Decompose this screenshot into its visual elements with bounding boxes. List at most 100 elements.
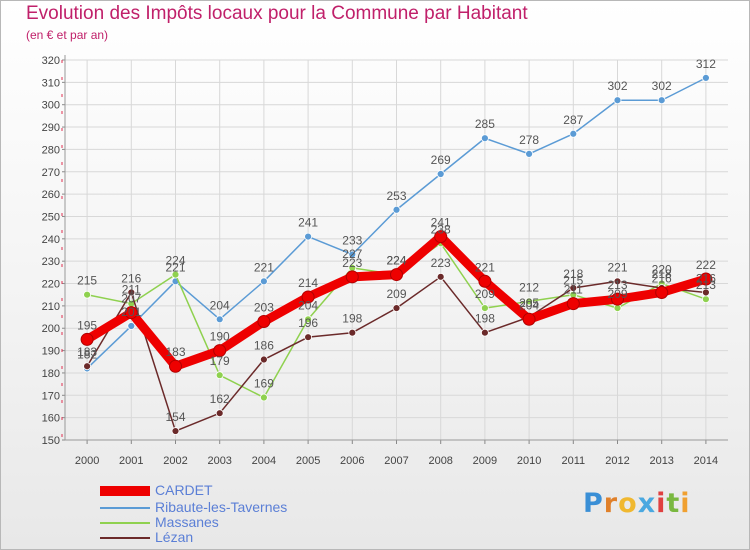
legend-swatch-cardet	[100, 486, 150, 496]
data-label-massanes: 215	[77, 274, 97, 288]
data-point-l-zan	[83, 362, 91, 371]
data-point-ribaute-les-tavernes	[613, 96, 622, 105]
legend-label-cardet: CARDET	[155, 482, 213, 498]
data-label-cardet: 213	[607, 278, 627, 292]
x-tick-label: 2011	[561, 455, 585, 467]
y-tick-label: 220	[42, 279, 60, 291]
legend-label-massanes: Massanes	[155, 514, 219, 530]
data-point-ribaute-les-tavernes	[569, 129, 578, 138]
data-label-ribaute-les-tavernes: 182	[77, 347, 97, 361]
data-label-l-zan: 162	[210, 392, 230, 406]
data-label-ribaute-les-tavernes: 302	[607, 79, 627, 93]
chart-data-labels: 182 201 221 204 221 241 233 253 269 285 278 287 302 3…	[77, 57, 716, 424]
data-point-l-zan	[259, 355, 268, 364]
data-point-cardet	[257, 315, 271, 329]
data-point-ribaute-les-tavernes	[702, 73, 710, 82]
y-tick-label: 270	[42, 167, 60, 179]
data-point-ribaute-les-tavernes	[525, 149, 533, 158]
legend-label-ribaute: Ribaute-les-Tavernes	[155, 499, 288, 515]
data-label-cardet: 190	[210, 330, 230, 344]
x-tick-label: 2000	[75, 455, 99, 467]
data-label-massanes: 209	[475, 287, 495, 301]
data-point-ribaute-les-tavernes	[127, 322, 136, 330]
data-label-cardet: 216	[652, 271, 672, 285]
data-point-massanes	[525, 297, 533, 306]
data-point-massanes	[304, 315, 313, 324]
y-tick-label: 200	[42, 323, 60, 335]
data-label-cardet: 241	[431, 216, 451, 230]
x-tick-label: 2007	[384, 455, 408, 467]
x-tick-label: 2008	[428, 455, 452, 467]
data-label-massanes: 212	[519, 280, 539, 294]
chart-subtitle: (en € et par an)	[26, 28, 109, 42]
data-label-cardet: 224	[386, 254, 406, 268]
data-label-cardet: 211	[564, 283, 583, 297]
y-tick-label: 290	[42, 122, 60, 134]
y-tick-label: 320	[42, 55, 60, 67]
data-point-cardet	[345, 270, 359, 284]
data-point-l-zan	[304, 333, 313, 342]
data-label-massanes: 179	[210, 354, 230, 368]
chart-axes: 150 160 170 180 190 200 210 220 230 240 250 260 270 2…	[42, 55, 728, 467]
data-point-cardet	[522, 312, 536, 326]
data-point-l-zan	[613, 277, 622, 286]
y-tick-label: 310	[42, 77, 60, 89]
data-label-l-zan: 216	[696, 271, 716, 285]
data-label-ribaute-les-tavernes: 285	[475, 117, 495, 131]
data-label-ribaute-les-tavernes: 253	[386, 189, 406, 203]
data-label-cardet: 183	[165, 345, 185, 359]
data-label-massanes: 204	[298, 298, 318, 312]
data-label-massanes: 224	[386, 254, 406, 268]
data-point-ribaute-les-tavernes	[392, 205, 401, 214]
x-tick-label: 2014	[694, 455, 718, 467]
data-label-l-zan: 198	[475, 312, 495, 326]
y-tick-label: 280	[42, 144, 60, 156]
data-label-ribaute-les-tavernes: 312	[696, 57, 716, 71]
x-tick-label: 2013	[649, 455, 673, 467]
x-tick-label: 2006	[340, 455, 364, 467]
x-tick-label: 2005	[296, 455, 320, 467]
y-tick-label: 160	[42, 413, 60, 425]
y-tick-label: 170	[42, 390, 60, 402]
x-tick-label: 2002	[163, 455, 187, 467]
data-label-l-zan: 198	[342, 312, 362, 326]
data-point-ribaute-les-tavernes	[259, 277, 268, 286]
chart-grid	[65, 59, 728, 441]
data-label-massanes: 209	[607, 287, 627, 301]
data-label-l-zan: 196	[298, 316, 318, 330]
data-point-l-zan	[392, 304, 401, 313]
data-label-l-zan: 218	[652, 267, 672, 281]
data-point-l-zan	[215, 409, 224, 418]
data-label-massanes: 220	[652, 263, 672, 277]
data-label-ribaute-les-tavernes: 269	[431, 153, 451, 167]
data-label-ribaute-les-tavernes: 221	[165, 260, 185, 274]
data-point-l-zan	[569, 284, 578, 292]
data-point-massanes	[215, 371, 224, 380]
data-point-ribaute-les-tavernes	[657, 96, 666, 105]
data-label-ribaute-les-tavernes: 233	[342, 233, 362, 247]
data-point-l-zan	[171, 427, 180, 435]
data-point-massanes	[480, 304, 489, 313]
data-point-massanes	[171, 270, 180, 279]
data-label-ribaute-les-tavernes: 204	[210, 298, 230, 312]
y-tick-label: 190	[42, 346, 60, 358]
chart-title: Evolution des Impôts locaux pour la Comm…	[26, 3, 528, 24]
data-point-ribaute-les-tavernes	[348, 250, 357, 259]
data-label-ribaute-les-tavernes: 287	[563, 113, 583, 127]
data-label-ribaute-les-tavernes: 201	[121, 305, 141, 319]
data-point-cardet	[390, 268, 403, 282]
data-label-l-zan: 218	[563, 267, 583, 281]
data-label-cardet: 223	[342, 256, 362, 270]
data-label-l-zan: 205	[519, 296, 539, 310]
data-point-cardet	[124, 306, 138, 320]
series-cardet	[80, 230, 713, 373]
data-label-ribaute-les-tavernes: 278	[519, 133, 539, 147]
data-point-cardet	[655, 285, 669, 299]
data-label-massanes: 227	[342, 247, 362, 261]
proxiti-logo: Proxiti	[583, 488, 691, 519]
data-point-massanes	[83, 290, 91, 299]
y-tick-label: 230	[42, 256, 60, 268]
data-label-l-zan: 223	[431, 256, 451, 270]
data-point-l-zan	[436, 272, 445, 281]
